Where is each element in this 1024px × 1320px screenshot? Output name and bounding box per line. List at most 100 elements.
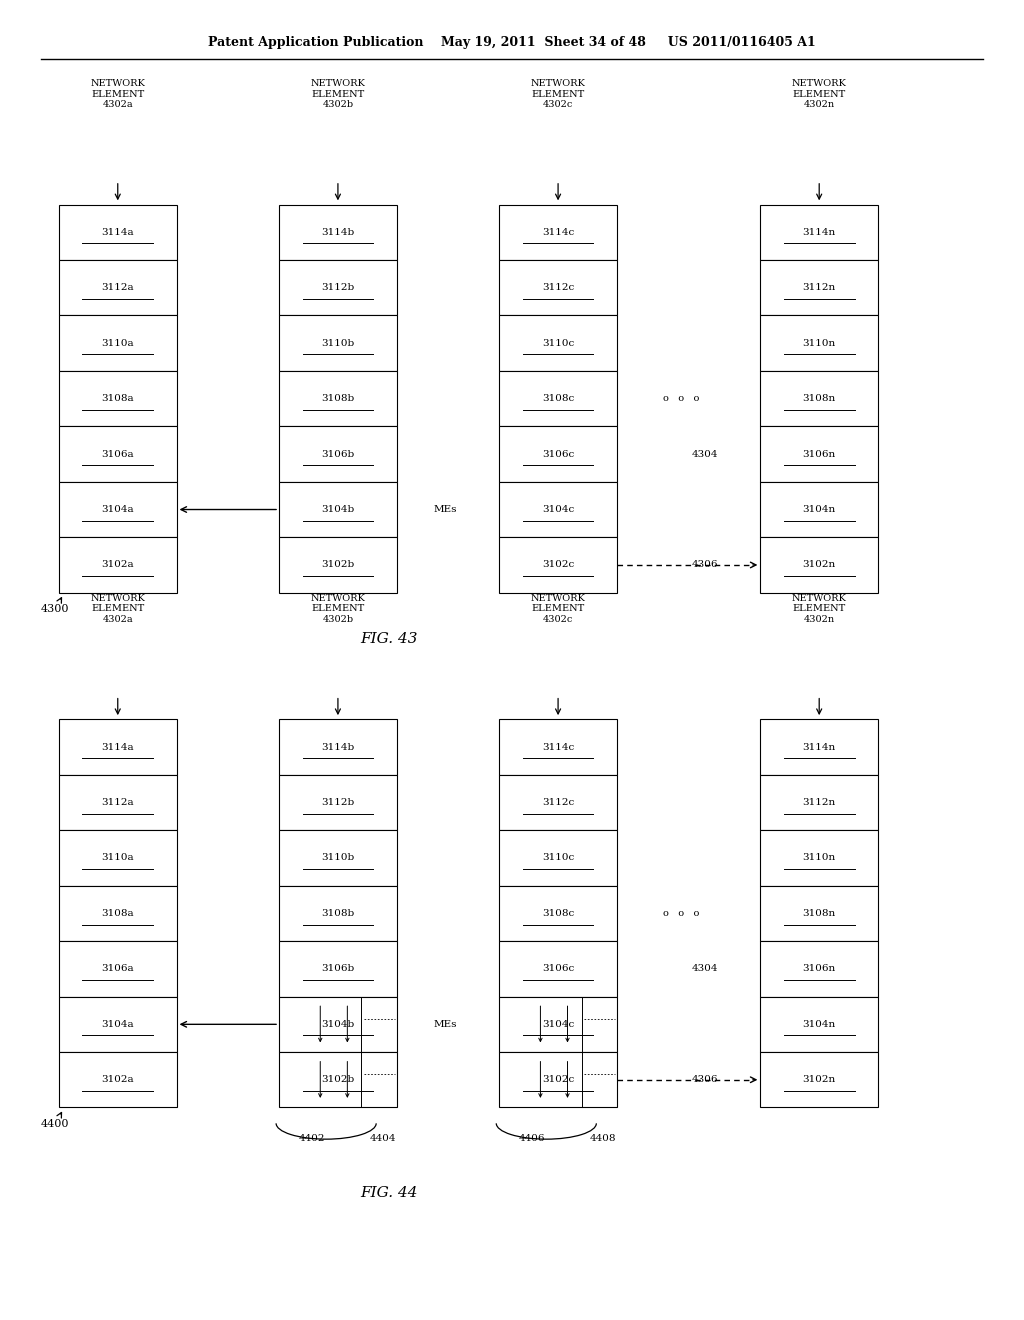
Bar — [500, 775, 616, 830]
Bar — [59, 371, 177, 426]
Bar — [279, 205, 397, 260]
Text: 3110b: 3110b — [322, 854, 354, 862]
Text: 3102a: 3102a — [101, 561, 134, 569]
Text: 4304: 4304 — [691, 965, 718, 973]
Bar — [760, 260, 879, 315]
Bar — [279, 315, 397, 371]
Text: 3104c: 3104c — [542, 506, 574, 513]
Bar — [500, 426, 616, 482]
Text: 3108c: 3108c — [542, 395, 574, 403]
Text: NETWORK
ELEMENT
4302a: NETWORK ELEMENT 4302a — [90, 594, 145, 624]
Text: 3104b: 3104b — [322, 1020, 354, 1028]
Bar — [760, 371, 879, 426]
Bar — [760, 941, 879, 997]
Bar — [279, 426, 397, 482]
Bar — [500, 482, 616, 537]
Bar — [760, 775, 879, 830]
Text: 3112b: 3112b — [322, 799, 354, 807]
Text: 3112a: 3112a — [101, 284, 134, 292]
Text: 4406: 4406 — [519, 1134, 546, 1143]
Text: 3106n: 3106n — [803, 965, 836, 973]
Text: 3112c: 3112c — [542, 284, 574, 292]
Text: NETWORK
ELEMENT
4302c: NETWORK ELEMENT 4302c — [530, 594, 586, 624]
Text: 3108b: 3108b — [322, 395, 354, 403]
Bar — [279, 886, 397, 941]
Text: 3106b: 3106b — [322, 450, 354, 458]
Text: NETWORK
ELEMENT
4302n: NETWORK ELEMENT 4302n — [792, 79, 847, 110]
Bar — [59, 482, 177, 537]
Bar — [760, 205, 879, 260]
Bar — [500, 205, 616, 260]
Text: 3104b: 3104b — [322, 506, 354, 513]
Text: 3102b: 3102b — [322, 1076, 354, 1084]
Text: 3114c: 3114c — [542, 743, 574, 751]
Text: 3108a: 3108a — [101, 909, 134, 917]
Text: 3102n: 3102n — [803, 1076, 836, 1084]
Bar — [279, 997, 397, 1052]
Bar — [279, 719, 397, 775]
Bar — [59, 537, 177, 593]
Text: 3112n: 3112n — [803, 799, 836, 807]
Bar — [59, 886, 177, 941]
Text: o   o   o: o o o — [663, 909, 699, 917]
Text: 3108n: 3108n — [803, 395, 836, 403]
Text: 3104n: 3104n — [803, 506, 836, 513]
Text: NETWORK
ELEMENT
4302a: NETWORK ELEMENT 4302a — [90, 79, 145, 110]
Bar — [279, 941, 397, 997]
Bar — [500, 260, 616, 315]
Text: 3102a: 3102a — [101, 1076, 134, 1084]
Text: 3102c: 3102c — [542, 1076, 574, 1084]
Bar — [279, 482, 397, 537]
Text: 4306: 4306 — [691, 1076, 718, 1084]
Text: 3108a: 3108a — [101, 395, 134, 403]
Bar — [500, 537, 616, 593]
Bar — [760, 315, 879, 371]
Text: Patent Application Publication    May 19, 2011  Sheet 34 of 48     US 2011/01164: Patent Application Publication May 19, 2… — [208, 36, 816, 49]
Bar — [500, 941, 616, 997]
Text: 3114b: 3114b — [322, 743, 354, 751]
Text: 3104a: 3104a — [101, 1020, 134, 1028]
Text: 3106c: 3106c — [542, 965, 574, 973]
Text: 3110a: 3110a — [101, 854, 134, 862]
Text: 4408: 4408 — [590, 1134, 616, 1143]
Text: 4400: 4400 — [41, 1113, 70, 1130]
Bar — [59, 315, 177, 371]
Text: 3104c: 3104c — [542, 1020, 574, 1028]
Text: 3106c: 3106c — [542, 450, 574, 458]
Text: 4404: 4404 — [370, 1134, 396, 1143]
Text: NETWORK
ELEMENT
4302n: NETWORK ELEMENT 4302n — [792, 594, 847, 624]
Text: 3114n: 3114n — [803, 228, 836, 236]
Text: 3110c: 3110c — [542, 339, 574, 347]
Text: NETWORK
ELEMENT
4302b: NETWORK ELEMENT 4302b — [310, 79, 366, 110]
Text: 4304: 4304 — [691, 450, 718, 458]
Bar — [279, 371, 397, 426]
Text: 3104n: 3104n — [803, 1020, 836, 1028]
Bar — [500, 886, 616, 941]
Bar — [279, 830, 397, 886]
Text: 3114b: 3114b — [322, 228, 354, 236]
Text: MEs: MEs — [434, 506, 457, 513]
Text: FIG. 43: FIG. 43 — [360, 632, 418, 645]
Text: 3104a: 3104a — [101, 506, 134, 513]
Bar — [59, 775, 177, 830]
Text: 3108n: 3108n — [803, 909, 836, 917]
Text: 3112n: 3112n — [803, 284, 836, 292]
Text: 3110n: 3110n — [803, 339, 836, 347]
Text: 3110b: 3110b — [322, 339, 354, 347]
Text: 3112c: 3112c — [542, 799, 574, 807]
Text: 3106b: 3106b — [322, 965, 354, 973]
Text: 3110n: 3110n — [803, 854, 836, 862]
Text: 3106a: 3106a — [101, 450, 134, 458]
Text: FIG. 44: FIG. 44 — [360, 1187, 418, 1200]
Bar — [59, 941, 177, 997]
Text: 4300: 4300 — [41, 598, 70, 615]
Text: 3102n: 3102n — [803, 561, 836, 569]
Text: 4306: 4306 — [691, 561, 718, 569]
Bar — [500, 315, 616, 371]
Text: o   o   o: o o o — [663, 395, 699, 403]
Bar — [59, 719, 177, 775]
Text: 3114a: 3114a — [101, 228, 134, 236]
Bar — [59, 260, 177, 315]
Bar — [760, 1052, 879, 1107]
Text: 3114a: 3114a — [101, 743, 134, 751]
